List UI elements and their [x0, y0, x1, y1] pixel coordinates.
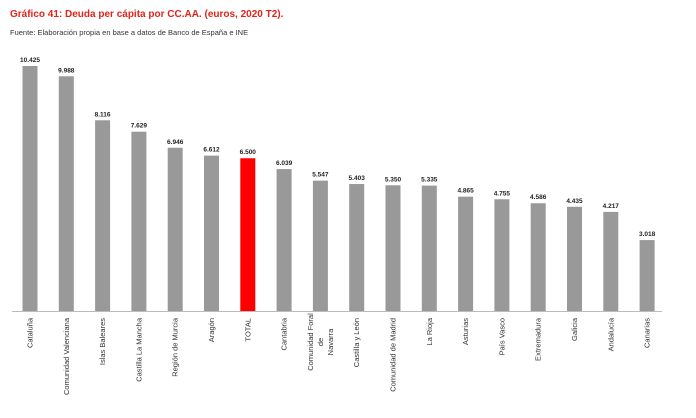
value-label-17: 4.217 — [603, 203, 620, 210]
category-label-5: Región de Murcia — [171, 317, 180, 377]
bar-17 — [603, 211, 619, 311]
value-label-14: 4.755 — [494, 190, 511, 197]
value-label-12: 5.335 — [421, 177, 438, 184]
category-label-17: Andalucía — [606, 317, 615, 351]
category-label-1: Cataluña — [26, 317, 35, 348]
category-label-3: Islas Baleares — [98, 318, 107, 365]
category-label-4: Castilla La Mancha — [134, 317, 143, 382]
value-label-10: 5.403 — [349, 175, 366, 182]
value-label-1: 10.425 — [20, 57, 40, 64]
chart-title: Gráfico 41: Deuda per cápita por CC.AA. … — [10, 9, 284, 20]
bar-4 — [131, 131, 147, 311]
bar-16 — [567, 206, 582, 311]
category-label-14: País Vasco — [497, 318, 506, 355]
bar-5 — [167, 147, 183, 311]
category-label-15: Extremadura — [534, 317, 543, 361]
value-label-16: 4.435 — [566, 198, 583, 205]
category-label-8: Cantabria — [280, 317, 289, 350]
value-label-13: 4.865 — [457, 188, 474, 195]
value-label-8: 6.039 — [276, 160, 293, 167]
bar-1 — [22, 66, 38, 311]
category-label-9: Comunidad ForaldeNavarra — [306, 313, 335, 371]
value-label-18: 3.018 — [639, 231, 656, 238]
bar-3 — [95, 120, 111, 311]
category-label-13: Asturias — [461, 318, 470, 345]
bar-2 — [58, 76, 74, 312]
category-label-11: Comunidad de Madrid — [389, 318, 398, 392]
bar-12 — [421, 185, 437, 311]
bar-9 — [312, 180, 328, 311]
category-label-10: Castilla y León — [352, 318, 361, 367]
bar-14 — [494, 199, 510, 311]
bar-7 — [240, 158, 256, 311]
chart-source: Fuente: Elaboración propia en base a dat… — [10, 28, 249, 37]
value-label-9: 5.547 — [312, 172, 329, 179]
bar-11 — [385, 185, 401, 311]
bar-6 — [204, 155, 219, 311]
bar-18 — [639, 240, 655, 311]
value-label-5: 6.946 — [167, 139, 184, 146]
category-label-2: Comunidad Valenciana — [62, 317, 71, 395]
value-label-15: 4.586 — [530, 194, 547, 201]
value-label-2: 9.988 — [58, 67, 75, 74]
bar-8 — [276, 169, 292, 311]
category-label-6: Aragón — [207, 318, 216, 342]
value-label-6: 6.612 — [203, 147, 220, 154]
bar-15 — [530, 203, 546, 311]
category-label-7: TOTAL — [243, 318, 252, 341]
value-label-4: 7.629 — [131, 123, 148, 130]
category-label-18: Canarias — [643, 318, 652, 348]
category-label-12: La Rioja — [425, 317, 434, 345]
bar-13 — [458, 196, 474, 311]
bar-10 — [349, 184, 365, 311]
value-label-11: 5.350 — [385, 176, 402, 183]
value-label-3: 8.116 — [95, 111, 111, 118]
category-label-16: Galicia — [570, 317, 579, 341]
value-label-7: 6.500 — [240, 149, 257, 156]
